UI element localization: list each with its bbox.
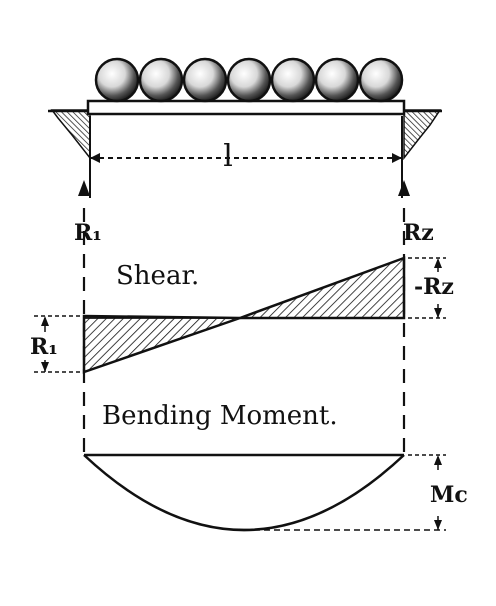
beam bbox=[86, 99, 406, 116]
load-ball bbox=[138, 57, 184, 103]
load-ball bbox=[182, 57, 228, 103]
moment-title: Bending Moment. bbox=[102, 401, 338, 431]
load-ball bbox=[358, 57, 404, 103]
left-reaction-arrow bbox=[78, 180, 90, 196]
shear-right-dimension bbox=[408, 257, 446, 319]
moment-max-label: Mc bbox=[430, 482, 468, 508]
shear-right-triangle bbox=[239, 256, 406, 320]
uniform-load-balls bbox=[94, 57, 404, 103]
load-ball bbox=[94, 57, 140, 103]
moment-diagram bbox=[83, 453, 405, 532]
left-reaction-label: R₁ bbox=[74, 220, 102, 246]
shear-title: Shear. bbox=[116, 261, 199, 291]
left-support bbox=[48, 109, 91, 161]
load-ball bbox=[314, 57, 360, 103]
right-reaction-arrow bbox=[398, 180, 410, 196]
load-ball bbox=[270, 57, 316, 103]
right-support bbox=[403, 109, 442, 161]
shear-right-label: -Rz bbox=[414, 274, 454, 300]
shear-diagram bbox=[82, 256, 406, 374]
shear-left-label: R₁ bbox=[30, 334, 58, 360]
moment-parabola bbox=[83, 454, 405, 532]
right-reaction-label: Rz bbox=[403, 220, 434, 246]
shear-left-dimension bbox=[34, 315, 80, 373]
span-label: l bbox=[223, 139, 233, 174]
moment-max-dimension bbox=[244, 454, 446, 531]
load-ball bbox=[226, 57, 272, 103]
shear-left-triangle bbox=[82, 314, 241, 374]
span-dimension bbox=[90, 153, 402, 163]
